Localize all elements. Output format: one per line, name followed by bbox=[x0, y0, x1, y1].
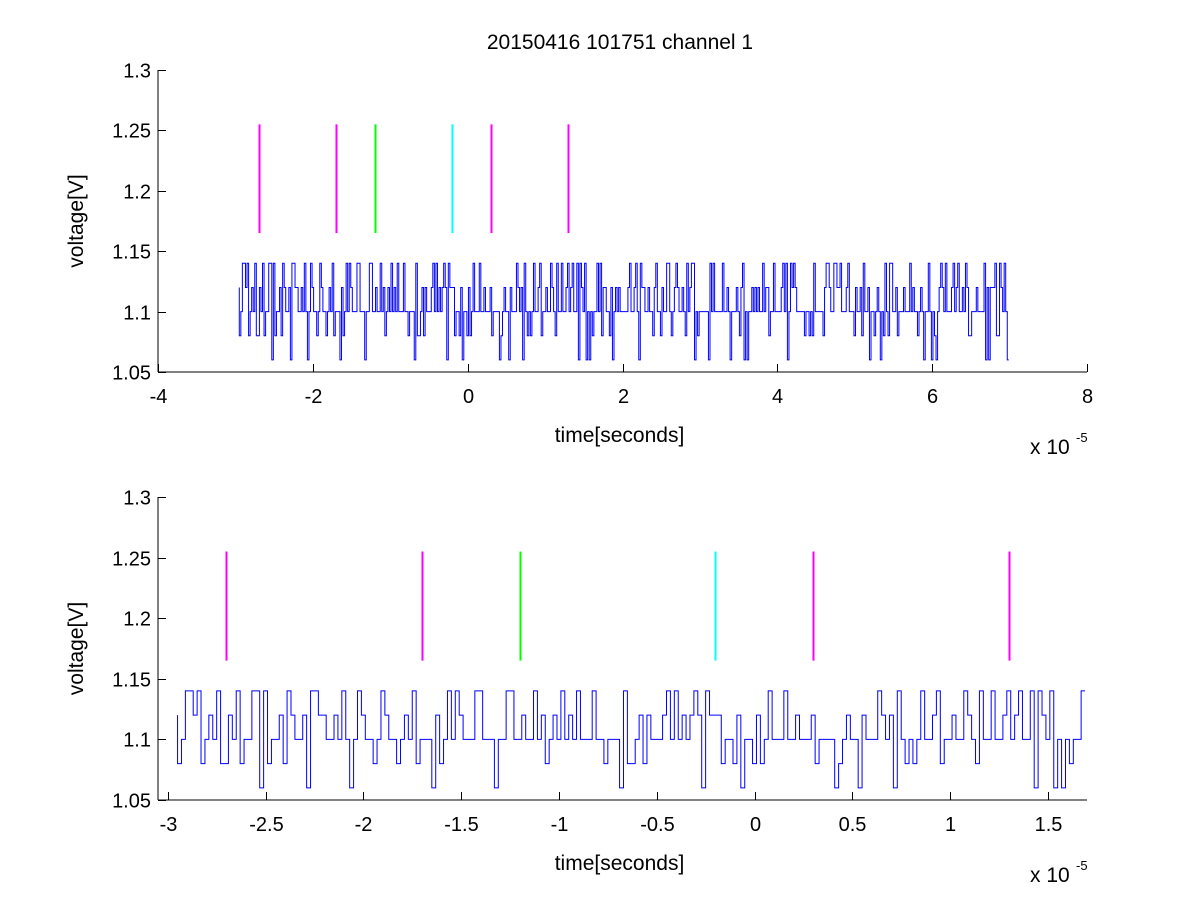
x-tick-label: -2 bbox=[305, 386, 323, 408]
signal-trace bbox=[238, 262, 1009, 361]
x-exponent-label: x 10 bbox=[1030, 436, 1070, 459]
y-tick-label: 1.3 bbox=[123, 61, 151, 83]
x-axis-label: time[seconds] bbox=[555, 852, 685, 875]
x-exponent-power: -5 bbox=[1076, 858, 1088, 873]
x-tick-label: -3 bbox=[160, 814, 178, 836]
x-tick-label: 6 bbox=[927, 386, 938, 408]
y-axis-label: voltage[V] bbox=[65, 602, 88, 695]
y-tick-label: 1.1 bbox=[123, 303, 151, 325]
x-tick-label: -2.5 bbox=[249, 814, 283, 836]
y-tick-label: 1.2 bbox=[123, 182, 151, 204]
x-tick-label: 2 bbox=[618, 386, 629, 408]
x-tick-label: 0.5 bbox=[839, 814, 867, 836]
x-axis-label: time[seconds] bbox=[555, 424, 685, 447]
y-tick-label: 1.1 bbox=[123, 730, 151, 752]
y-tick-label: 1.3 bbox=[123, 488, 151, 510]
figure-title: 20150416 101751 channel 1 bbox=[487, 31, 753, 54]
x-tick-label: 1 bbox=[945, 814, 956, 836]
bottom-panel: 1.05 1.1 1.15 1.2 1.25 1.3 -3 -2.5 -2 -1.5 -1 -0.5 0… bbox=[65, 488, 1088, 888]
x-tick-label: -1.5 bbox=[444, 814, 478, 836]
y-tick-label: 1.25 bbox=[112, 549, 151, 571]
y-tick-label: 1.25 bbox=[112, 121, 151, 143]
x-tick-label: -4 bbox=[150, 386, 168, 408]
y-tick-label: 1.05 bbox=[112, 363, 151, 385]
y-tick-label: 1.15 bbox=[112, 242, 151, 264]
x-exponent-power: -5 bbox=[1076, 430, 1088, 445]
signal-trace bbox=[177, 690, 1086, 789]
x-tick-label: 4 bbox=[772, 386, 783, 408]
x-tick-label: -1 bbox=[551, 814, 569, 836]
x-tick-label: 0 bbox=[750, 814, 761, 836]
y-axis-label: voltage[V] bbox=[65, 174, 88, 267]
x-tick-label: -0.5 bbox=[640, 814, 674, 836]
x-exponent-label: x 10 bbox=[1030, 864, 1070, 887]
y-tick-label: 1.2 bbox=[123, 609, 151, 631]
x-tick-label: 0 bbox=[463, 386, 474, 408]
x-tick-label: -2 bbox=[355, 814, 373, 836]
y-tick-label: 1.05 bbox=[112, 791, 151, 813]
x-tick-label: 1.5 bbox=[1035, 814, 1063, 836]
x-tick-label: 8 bbox=[1082, 386, 1093, 408]
y-tick-label: 1.15 bbox=[112, 670, 151, 692]
top-panel: 1.05 1.1 1.15 1.2 1.25 1.3 -4 -2 0 2 4 6 8 time[secon… bbox=[65, 61, 1093, 460]
